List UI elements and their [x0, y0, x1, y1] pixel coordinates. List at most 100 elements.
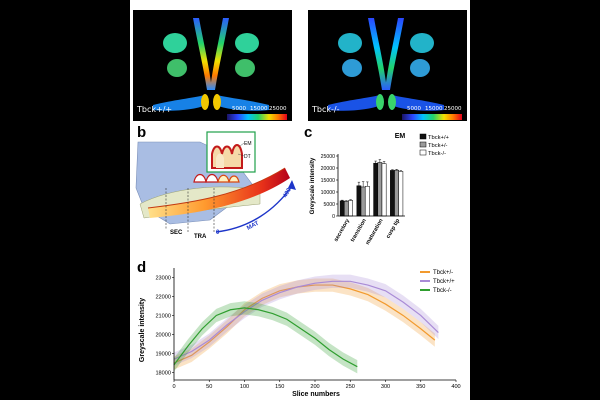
ko-molar-right [410, 33, 434, 53]
line-xtick-label: 0 [172, 384, 175, 390]
bar-maturation-1 [377, 162, 383, 217]
panel-b-diagram: EM DT SEC TRA 0 MAT 400 [135, 131, 296, 240]
line-xtick-label: 350 [416, 384, 425, 390]
bar-chart-ylabel: Greyscale intensity [309, 157, 316, 214]
bar-maturation-0 [373, 162, 379, 217]
line-series-0 [173, 284, 436, 364]
bar-transition-2 [364, 185, 370, 217]
line-series-1 [173, 280, 439, 360]
wt-lower-incisor-l [201, 94, 209, 110]
bar-secretory-2 [348, 200, 353, 217]
wt-lower-right [215, 95, 269, 111]
line-series-band-2 [174, 301, 358, 374]
line-xtick-label: 100 [240, 384, 249, 390]
line-chart-ylabel: Greyscale intensity [139, 298, 146, 362]
wt-cbar-tick-1: 15000 [250, 106, 268, 112]
line-xtick-label: 300 [381, 384, 390, 390]
line-ytick-label: 21000 [155, 313, 171, 319]
ko-lower-incisor-r [388, 94, 396, 110]
inset-dt-pointer [237, 153, 245, 157]
line-ytick-label: 22000 [155, 294, 171, 300]
line-xtick-label: 50 [206, 384, 212, 390]
bar-legend-label: Tbck+/+ [428, 135, 450, 141]
ko-genotype-label: Tbck-/- [312, 105, 340, 114]
mat-arrow [215, 185, 293, 233]
wt-jaw-render [153, 18, 269, 111]
bar-legend-label: Tbck-/- [428, 151, 446, 157]
inset-em-label: EM [244, 141, 252, 147]
figure: a Tbck+/+ 5000 15000 25000 [130, 0, 470, 400]
bar-legend-swatch [419, 149, 427, 156]
panel-b-letter: b [137, 124, 147, 141]
wt-molar-right [235, 33, 259, 53]
bar-category-label: cusp tip [385, 218, 401, 240]
ko-incisor-left [368, 18, 387, 90]
ko-cbar-tick-2: 25000 [444, 106, 462, 112]
incisor-band [148, 168, 290, 218]
label-400: 400 [283, 187, 294, 199]
ko-molar-left-lower [342, 59, 362, 77]
panel-c-letter: c [304, 124, 313, 141]
panel-d-line-chart: Greyscale intensity Slice numbers 0 50 100… [139, 268, 461, 398]
bar-transition-1 [360, 186, 366, 217]
label-tra: TRA [194, 234, 207, 240]
molar-cluster [193, 173, 240, 183]
bar-cusp-tip-1 [394, 169, 399, 217]
line-series-2 [173, 307, 358, 368]
line-xtick-label: 200 [310, 384, 319, 390]
panel-c-bar-chart: EM Greyscale intensity 0 5000 10000 15000 20… [309, 133, 450, 246]
bar-ytick-label: 20000 [321, 166, 336, 172]
wt-molar-right-lower [235, 59, 255, 77]
bar-maturation-2 [381, 163, 387, 217]
ko-lower-left [328, 95, 382, 111]
ko-lower-incisor-l [376, 94, 384, 110]
bar-transition-0 [356, 185, 362, 217]
bar-legend-swatch [419, 133, 427, 140]
line-xtick-label: 150 [275, 384, 284, 390]
wt-incisor-left [193, 18, 212, 90]
wt-cbar-tick-0: 5000 [232, 106, 246, 112]
wt-cbar-tick-2: 25000 [269, 106, 287, 112]
label-zero: 0 [216, 230, 220, 236]
bar-legend-label: Tbck+/- [428, 143, 448, 149]
wt-lower-incisor-r [213, 94, 221, 110]
bar-secretory-1 [344, 201, 349, 217]
bar-cusp-tip-0 [390, 170, 395, 217]
line-xtick-label: 250 [346, 384, 355, 390]
line-series-band-1 [174, 274, 439, 366]
line-legend-label: Tbck+/+ [433, 279, 455, 285]
inset-dt-label: DT [244, 154, 251, 160]
ko-colorbar [402, 114, 462, 120]
bar-cusp-tip-2 [398, 171, 404, 217]
line-legend-label: Tbck-/- [433, 288, 452, 294]
line-series-band-0 [174, 278, 435, 370]
wt-colorbar [227, 114, 287, 120]
ko-cbar-tick-0: 5000 [407, 106, 421, 112]
wt-genotype-label: Tbck+/+ [137, 105, 173, 114]
bar-ytick-label: 25000 [321, 154, 336, 160]
bar-secretory-0 [339, 200, 345, 217]
line-xtick-label: 400 [451, 384, 460, 390]
line-ytick-label: 20000 [155, 332, 171, 338]
inset-dentin [216, 153, 224, 168]
bar-legend-swatch [419, 141, 427, 148]
bar-category-label: maturation [365, 217, 385, 246]
enamel-edge [147, 167, 286, 209]
wt-molar-left [163, 33, 187, 53]
label-sec: SEC [170, 230, 183, 236]
ko-molar-left [338, 33, 362, 53]
ko-incisor-right [385, 18, 404, 90]
wt-incisor-right [210, 18, 229, 90]
ko-jaw-render [328, 18, 444, 111]
wt-lower-left [153, 95, 207, 111]
bar-category-label: transition [350, 217, 368, 243]
bar-ytick-label: 0 [332, 214, 335, 220]
line-legend-label: Tbck+/- [433, 270, 453, 276]
panel-a-ko-image: Tbck-/- 5000 15000 25000 [308, 10, 467, 121]
bar-category-label: secretory [333, 217, 351, 243]
ko-cbar-tick-1: 15000 [425, 106, 443, 112]
bar-ytick-label: 15000 [321, 178, 336, 184]
ko-lower-right [390, 95, 444, 111]
bar-ytick-label: 5000 [323, 202, 335, 208]
line-ytick-label: 19000 [155, 351, 171, 357]
